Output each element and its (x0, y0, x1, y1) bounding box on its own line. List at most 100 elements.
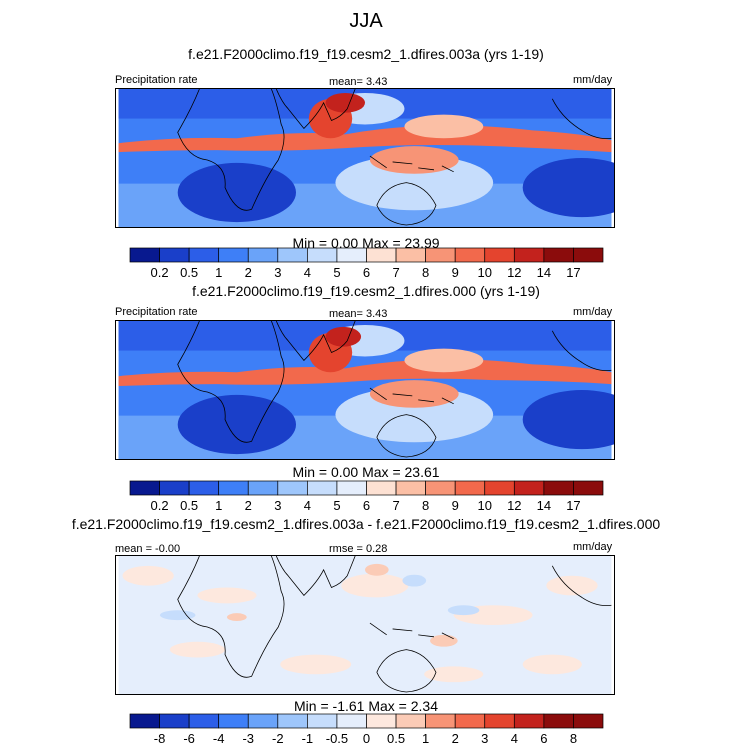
panel-2-west-pacific-warm (404, 348, 484, 373)
colorbar-1-label: 7 (392, 265, 399, 280)
panel-2-maritime-continent (369, 380, 459, 408)
panel-1-variable-label: Precipitation rate (115, 74, 198, 86)
panel-1-maritime-continent (369, 146, 459, 174)
panel-1-mean-label: mean= 3.43 (329, 76, 388, 88)
colorbar-3-label: 1 (422, 731, 429, 746)
colorbar-1-box (573, 247, 604, 263)
colorbar-2-label: 2 (245, 498, 252, 513)
colorbar-2-box (366, 480, 397, 496)
colorbar-2-box (277, 480, 308, 496)
panel-1-west-pacific-warm (404, 114, 484, 139)
panel-1-south-atlantic-dry (177, 162, 296, 223)
panel-3-mean-label: mean = -0.00 (115, 543, 181, 555)
panel-3-colorbar-svg: -8 -6 -4 -3 -2 -1 -0.5 0 0.5 1 2 3 4 6 8 (129, 713, 604, 746)
panel-2-map-svg (118, 321, 614, 459)
colorbar-1-label: 0.2 (151, 265, 169, 280)
panel-1-colorbar-svg: 0.2 0.5 1 2 3 4 5 6 7 8 9 10 12 14 17 (129, 247, 604, 280)
colorbar-3-box (336, 713, 367, 729)
colorbar-2-label: 3 (274, 498, 281, 513)
colorbar-3-label: 8 (570, 731, 577, 746)
colorbar-3-box (573, 713, 604, 729)
panel-2-stats: Min = 0.00 Max = 23.61 (292, 464, 440, 480)
colorbar-1-box (543, 247, 574, 263)
panel-1-map-svg (118, 89, 614, 227)
panel-3-stats: Min = -1.61 Max = 2.34 (294, 698, 438, 714)
panel-1-east-pacific-dry (522, 158, 614, 218)
colorbar-3-label: 0 (363, 731, 370, 746)
colorbar-1-box (425, 247, 456, 263)
colorbar-2-box (425, 480, 456, 496)
colorbar-2-label: 0.2 (151, 498, 169, 513)
colorbar-3-box (307, 713, 338, 729)
colorbar-3-label: -8 (154, 731, 166, 746)
colorbar-2-label: 14 (537, 498, 551, 513)
panel-3-rmse-label: rmse = 0.28 (329, 543, 388, 555)
figure-title: JJA (349, 10, 383, 32)
panel-2-indian-ocean-light (335, 387, 494, 443)
colorbar-1-box (188, 247, 220, 263)
panel-3-negative-patches (159, 574, 480, 621)
colorbar-1-box (395, 247, 426, 263)
colorbar-2-box (247, 480, 279, 496)
colorbar-1-label: 5 (333, 265, 340, 280)
colorbar-2-box (484, 480, 515, 496)
colorbar-2-label: 9 (452, 498, 459, 513)
colorbar-3-box (366, 713, 397, 729)
colorbar-3-label: 2 (452, 731, 459, 746)
panel-2-monsoon-core (325, 326, 362, 347)
panel-2-colorbar: 0.2 0.5 1 2 3 4 5 6 7 8 9 10 12 14 17 (129, 480, 604, 513)
colorbar-2-label: 0.5 (180, 498, 198, 513)
colorbar-2-box (336, 480, 367, 496)
panel-1-stats: Min = 0.00 Max = 23.99 (292, 235, 440, 251)
colorbar-1-box (336, 247, 367, 263)
colorbar-3-box (277, 713, 308, 729)
colorbar-3-label: -4 (213, 731, 225, 746)
colorbar-1-label: 2 (245, 265, 252, 280)
colorbar-2-label: 17 (566, 498, 580, 513)
colorbar-1-box (247, 247, 279, 263)
panel-3-map-svg (118, 556, 612, 694)
colorbar-2-label: 12 (507, 498, 521, 513)
colorbar-3-box (129, 713, 160, 729)
colorbar-3-box (513, 713, 545, 729)
colorbar-3-label: -6 (183, 731, 195, 746)
colorbar-3-box (425, 713, 456, 729)
colorbar-3-box (454, 713, 486, 729)
colorbar-1-box (484, 247, 515, 263)
colorbar-1-box (307, 247, 338, 263)
colorbar-3-label: 6 (540, 731, 547, 746)
panel-2-map (115, 320, 615, 460)
panel-3-stronger-positive-patches (227, 563, 458, 647)
colorbar-2-label: 8 (422, 498, 429, 513)
colorbar-2-box (573, 480, 604, 496)
panel-3-colorbar: -8 -6 -4 -3 -2 -1 -0.5 0 0.5 1 2 3 4 6 8 (129, 713, 604, 746)
colorbar-3-box (484, 713, 515, 729)
panel-1-map (115, 88, 615, 228)
colorbar-2-box (129, 480, 160, 496)
colorbar-3-box (188, 713, 220, 729)
colorbar-3-box (159, 713, 190, 729)
panel-3-coastlines (177, 556, 612, 693)
panel-3-title: f.e21.F2000climo.f19_f19.cesm2_1.dfires.… (71, 516, 661, 532)
colorbar-3-label: -0.5 (326, 731, 348, 746)
panel-2-mean-label: mean= 3.43 (329, 308, 388, 320)
colorbar-3-label: 3 (481, 731, 488, 746)
colorbar-3-box (395, 713, 426, 729)
panel-1-units-label: mm/day (573, 74, 613, 86)
colorbar-1-label: 4 (304, 265, 311, 280)
panel-1-monsoon-core (325, 92, 365, 113)
colorbar-1-label: 17 (566, 265, 580, 280)
colorbar-2-box (395, 480, 426, 496)
panel-2-colorbar-svg: 0.2 0.5 1 2 3 4 5 6 7 8 9 10 12 14 17 (129, 480, 604, 513)
colorbar-3-box (543, 713, 574, 729)
colorbar-3-label: 0.5 (387, 731, 405, 746)
colorbar-3-label: 4 (511, 731, 518, 746)
panel-1-itcz-band (118, 125, 612, 153)
panel-3-map (115, 555, 615, 695)
colorbar-3-label: -3 (242, 731, 254, 746)
colorbar-1-label: 12 (507, 265, 521, 280)
panel-2-title: f.e21.F2000climo.f19_f19.cesm2_1.dfires.… (192, 283, 540, 299)
panel-2-variable-label: Precipitation rate (115, 306, 198, 318)
colorbar-1-box (513, 247, 545, 263)
panel-2-units-label: mm/day (573, 306, 613, 318)
